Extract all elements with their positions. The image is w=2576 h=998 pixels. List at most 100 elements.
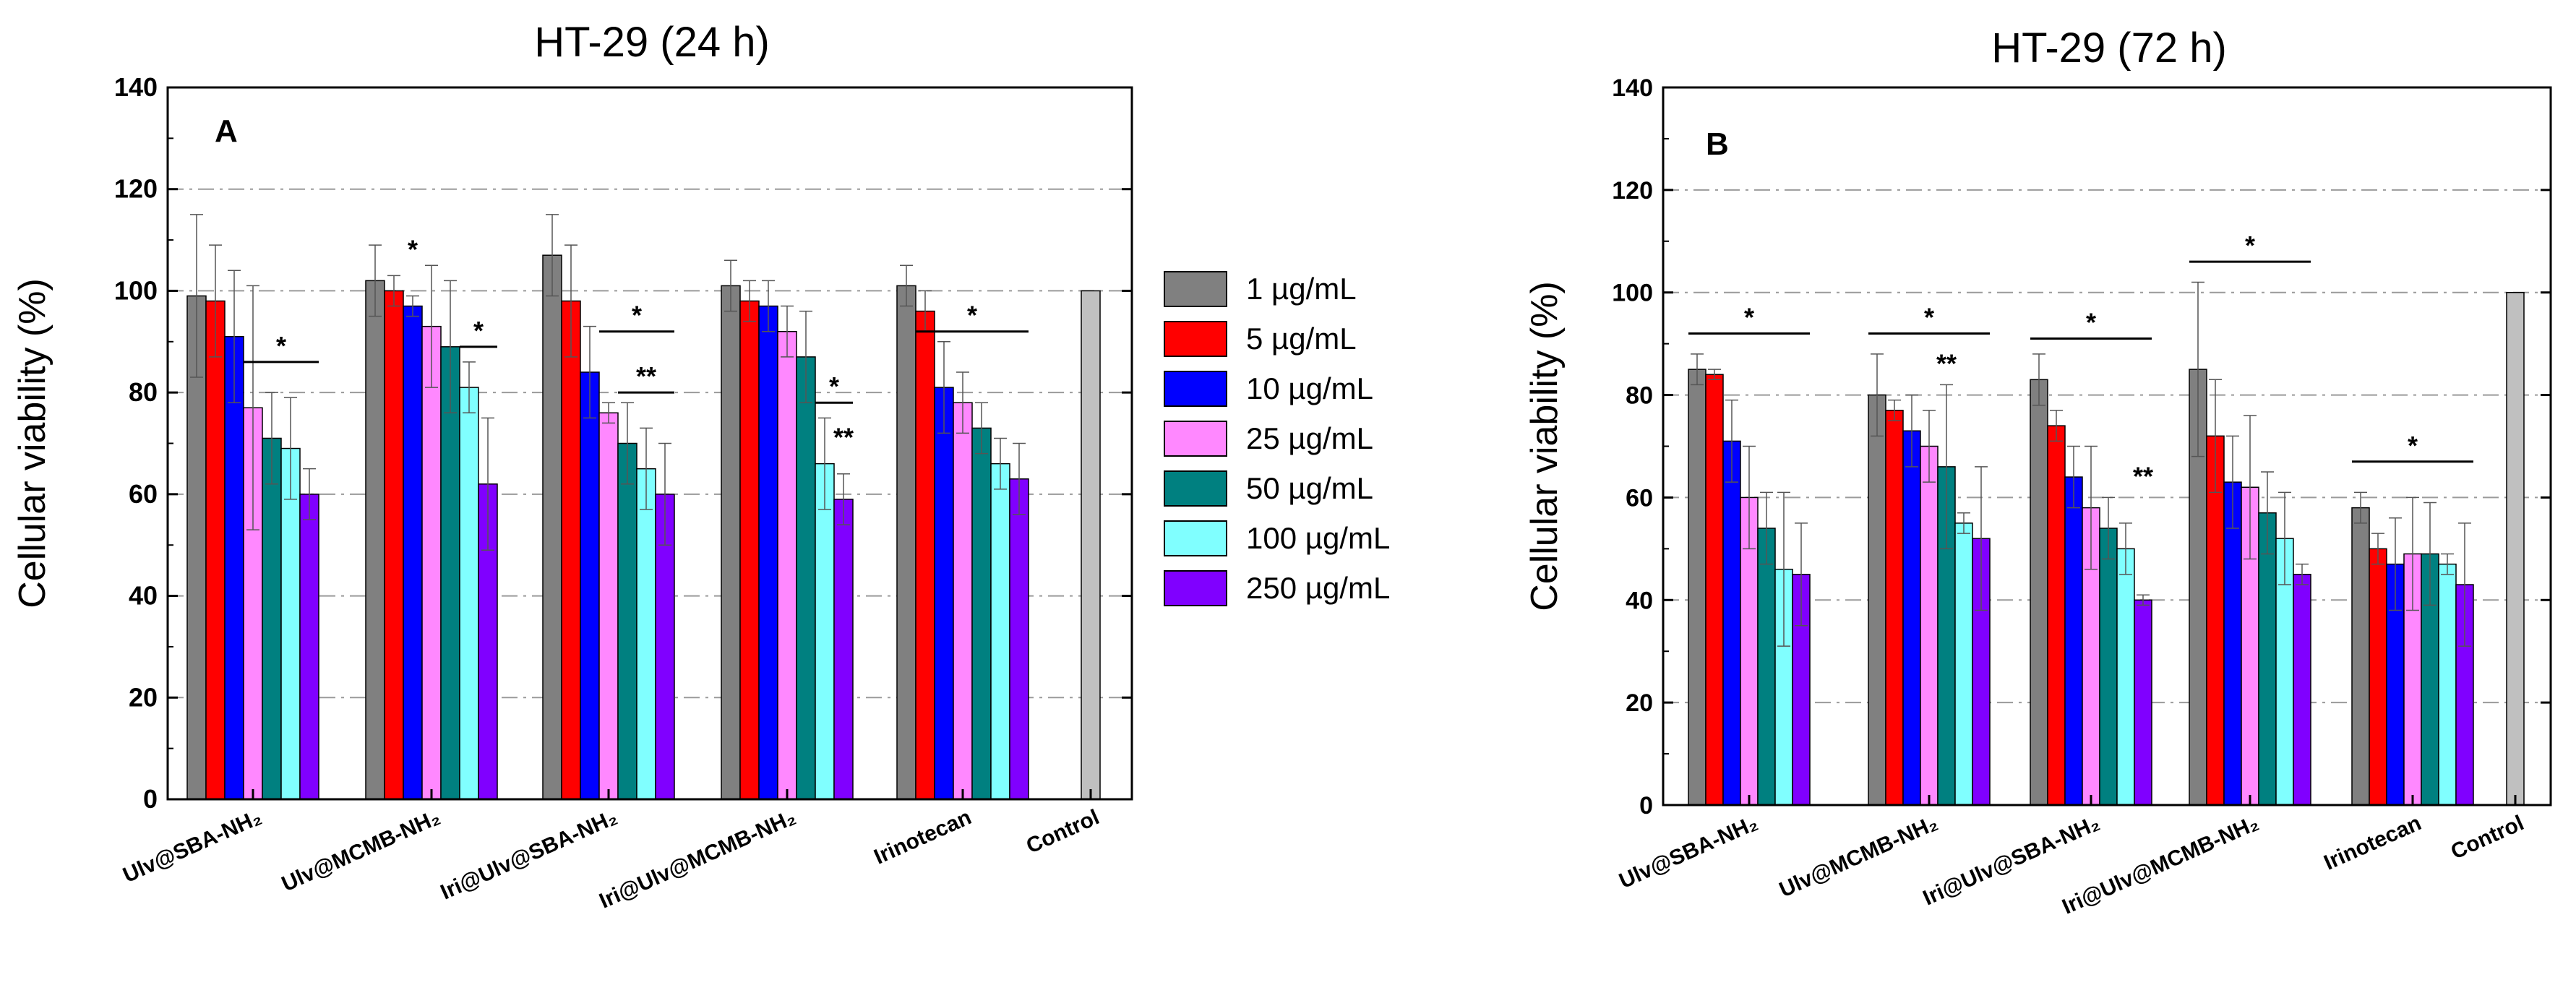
bar: [1688, 369, 1706, 806]
y-tick-label: 40: [1626, 587, 1653, 614]
bar: [580, 371, 600, 800]
error-bar: [994, 437, 1007, 490]
error-bar: [1691, 353, 1704, 386]
significance-annotation: *: [916, 301, 1029, 333]
error-bar: [406, 295, 419, 317]
legend-item: 250 µg/mL: [1164, 563, 1496, 613]
error-bar: [284, 397, 297, 500]
error-bar: [2296, 563, 2309, 585]
significance-annotation: *: [408, 234, 418, 264]
significance-annotation: *: [244, 331, 319, 364]
error-bar: [2389, 517, 2402, 611]
significance-label: *: [2408, 431, 2418, 460]
bar: [224, 336, 244, 800]
error-bar: [1940, 384, 1953, 550]
error-bar: [444, 280, 457, 414]
significance-label: *: [632, 301, 642, 330]
y-tick-label: 80: [1626, 382, 1653, 410]
error-bar: [2067, 445, 2080, 509]
bar: [365, 280, 385, 800]
legend-swatch: [1164, 569, 1227, 606]
error-bar: [2441, 553, 2454, 575]
error-bar: [190, 214, 203, 378]
significance-annotation: *: [599, 301, 674, 333]
significance-annotation: *: [2189, 231, 2311, 263]
x-category-label: Irinotecan: [870, 805, 974, 869]
bar: [617, 442, 637, 800]
error-bar: [2102, 496, 2115, 560]
legend-swatch: [1164, 470, 1227, 507]
error-bar: [658, 442, 671, 546]
error-bar: [425, 264, 438, 388]
bar: [2206, 435, 2225, 806]
y-tick-label: 60: [129, 479, 158, 509]
legend-label: 10 µg/mL: [1246, 371, 1373, 405]
error-bar: [1777, 491, 1790, 647]
error-bar: [246, 285, 259, 530]
bar: [953, 402, 973, 800]
error-bar: [724, 259, 737, 312]
legend-item: 100 µg/mL: [1164, 513, 1496, 563]
error-bar: [2085, 445, 2098, 570]
legend-item: 25 µg/mL: [1164, 413, 1496, 463]
bar: [1885, 410, 1904, 806]
bar: [2293, 574, 2311, 806]
bar: [739, 300, 760, 800]
legend-swatch: [1164, 420, 1227, 457]
legend-swatch: [1164, 320, 1227, 357]
error-bar: [2050, 410, 2063, 442]
legend-label: 50 µg/mL: [1246, 470, 1373, 505]
y-tick-label: 20: [1626, 689, 1653, 717]
bar: [990, 463, 1010, 800]
error-bar: [546, 214, 559, 297]
y-tick-label: 20: [129, 682, 158, 712]
y-tick-label: 120: [114, 174, 158, 204]
error-bar: [1975, 466, 1988, 611]
legend-swatch: [1164, 270, 1227, 307]
error-bar: [2371, 533, 2384, 565]
error-bar: [781, 305, 794, 358]
legend: 1 µg/mL 5 µg/mL 10 µg/mL 25 µg/mL 50 µg/…: [1164, 264, 1496, 613]
legend-item: 50 µg/mL: [1164, 463, 1496, 513]
significance-label: **: [833, 423, 854, 452]
error-bar: [481, 417, 494, 551]
error-bar: [1795, 522, 1808, 627]
bar: [2116, 548, 2135, 806]
x-category-label: Control: [2447, 811, 2528, 864]
significance-label: **: [2133, 461, 2153, 491]
bar: [280, 447, 301, 800]
error-bar: [799, 310, 812, 403]
error-bar: [1871, 353, 1884, 437]
x-category-label: Control: [1023, 805, 1103, 859]
significance-label: *: [1744, 302, 1754, 332]
panel-a-chart: HT-29 (24 h)****** ****020406080100120140…: [12, 19, 1133, 913]
bar: [299, 494, 319, 800]
error-bar: [1708, 369, 1721, 381]
error-bar: [228, 270, 241, 403]
legend-label: 1 µg/mL: [1246, 271, 1357, 306]
bar: [2189, 369, 2207, 806]
bar: [1705, 374, 1724, 806]
error-bar: [975, 402, 988, 455]
error-bar: [1725, 399, 1738, 483]
significance-annotation: **: [1936, 348, 1957, 378]
legend-swatch: [1164, 370, 1227, 407]
error-bar: [837, 473, 850, 525]
bar: [262, 437, 282, 800]
bar: [598, 412, 619, 800]
bar: [384, 290, 404, 800]
y-tick-label: 0: [143, 784, 158, 814]
error-bar: [743, 280, 756, 322]
bar: [796, 356, 816, 800]
legend-label: 5 µg/mL: [1246, 321, 1357, 356]
bar: [815, 463, 835, 800]
error-bar: [1013, 442, 1026, 515]
significance-label: *: [829, 371, 839, 401]
significance-annotation: *: [1868, 302, 1990, 335]
bar: [934, 387, 954, 800]
bar: [2047, 425, 2066, 806]
bar: [1954, 522, 1973, 806]
error-bar: [2119, 522, 2132, 575]
error-bar: [564, 244, 578, 358]
